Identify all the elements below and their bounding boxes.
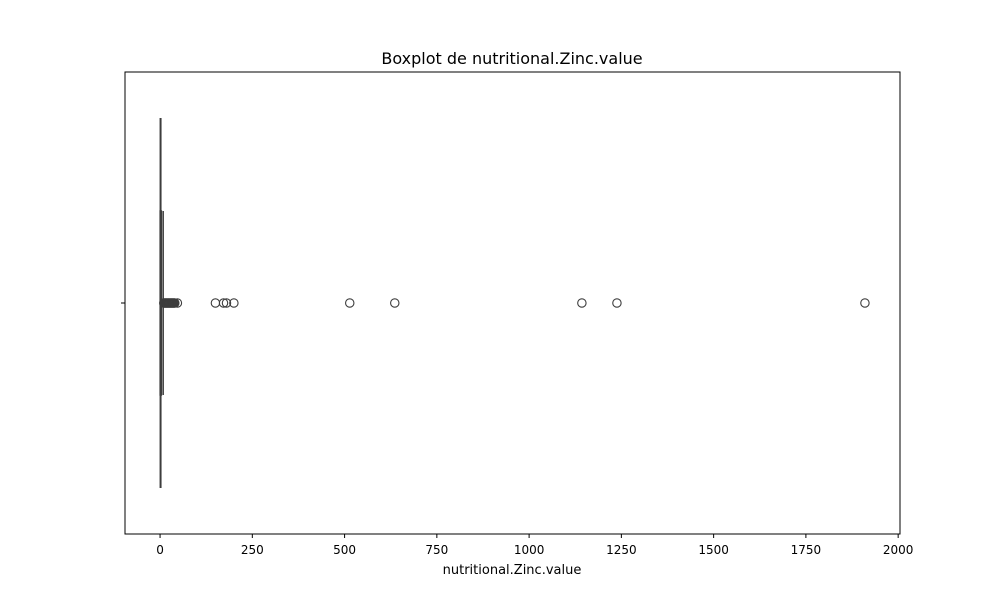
outlier-point xyxy=(170,298,180,308)
outlier-point xyxy=(344,298,355,308)
plot-frame xyxy=(124,71,901,535)
outlier-point xyxy=(218,298,229,308)
outlier-point xyxy=(210,298,221,308)
outlier-point xyxy=(229,298,239,308)
x-tick-label: 1250 xyxy=(606,543,637,557)
outlier-point xyxy=(577,298,587,308)
x-tick-label: 750 xyxy=(425,543,448,557)
x-tick-label: 2000 xyxy=(883,543,914,557)
outlier-point xyxy=(612,298,622,308)
x-axis-label: nutritional.Zinc.value xyxy=(443,563,582,578)
chart-title: Boxplot de nutritional.Zinc.value xyxy=(381,49,642,68)
outlier-point xyxy=(390,298,400,308)
x-tick-label: 500 xyxy=(333,543,356,557)
x-tick-label: 250 xyxy=(241,543,264,557)
outlier-point xyxy=(860,298,870,308)
x-tick-label: 1000 xyxy=(514,543,545,557)
x-tick-label: 0 xyxy=(156,543,164,557)
plot-area xyxy=(159,118,870,488)
x-tick-label: 1750 xyxy=(791,543,822,557)
outlier-point xyxy=(221,298,232,308)
x-axis-ticks: 0 250 500 750 1000 1250 1500 1750 2000 xyxy=(156,534,913,557)
outlier-point xyxy=(172,298,183,308)
x-tick-label: 1500 xyxy=(698,543,729,557)
